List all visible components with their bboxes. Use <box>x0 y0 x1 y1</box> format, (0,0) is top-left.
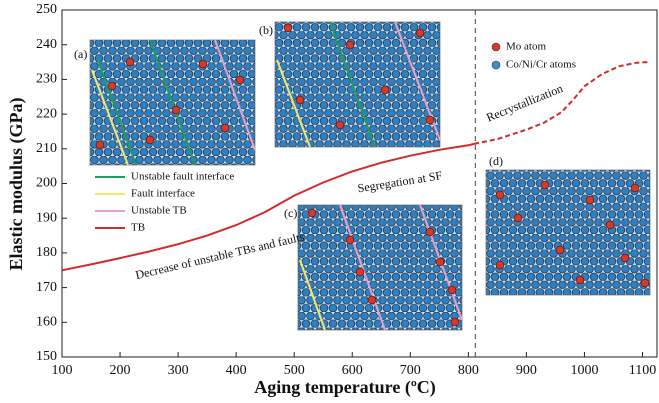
legend-label: TB <box>131 222 145 234</box>
inset-c: (c) <box>284 204 463 331</box>
x-axis-label: Aging temperature (ºC) <box>254 377 436 398</box>
legend-label: Unstable fault interface <box>131 171 234 183</box>
y-tick-label: 230 <box>36 72 57 87</box>
data-line <box>61 142 475 272</box>
x-tick-label: 500 <box>284 363 305 378</box>
x-tick-label: 100 <box>52 363 73 378</box>
inset-d: (d) <box>485 154 651 296</box>
panel-label: (a) <box>74 47 87 61</box>
legend-label: Fault interface <box>131 188 195 200</box>
x-tick-label: 700 <box>400 363 421 378</box>
x-tick-label: 200 <box>110 363 131 378</box>
y-tick-label: 220 <box>36 106 57 121</box>
data-line <box>473 61 649 145</box>
y-axis-label: Elastic modulus (GPa) <box>6 97 27 270</box>
inset-b: (b) <box>259 21 441 148</box>
y-tick-label: 150 <box>36 349 57 364</box>
legend-label: Unstable TB <box>131 205 187 217</box>
y-tick-label: 170 <box>36 280 57 295</box>
plot-area: 100 200 300 400 500 600 700 800 900 1000 1100 150 16… <box>36 2 658 378</box>
panel-label: (b) <box>259 23 273 37</box>
y-tick-label: 240 <box>36 37 57 52</box>
x-tick-label: 300 <box>168 363 189 378</box>
x-tick-label: 600 <box>342 363 363 378</box>
x-tick-label: 1000 <box>570 363 598 378</box>
y-tick-label: 200 <box>36 176 57 191</box>
y-tick-label: 210 <box>36 141 57 156</box>
legend-label: Mo atom <box>506 41 546 53</box>
y-tick-label: 180 <box>36 245 57 260</box>
x-tick-label: 800 <box>458 363 479 378</box>
legends: Unstable fault interface Fault interface U… <box>95 41 576 234</box>
x-tick-label: 1100 <box>629 363 656 378</box>
y-tick-label: 250 <box>36 2 57 17</box>
panel-label: (d) <box>489 154 503 168</box>
panel-label: (c) <box>284 206 297 220</box>
y-tick-label: 190 <box>36 210 57 225</box>
x-tick-label: 900 <box>516 363 537 378</box>
annotation: Segregation at SF <box>357 168 444 195</box>
legend-label: Co/Ni/Cr atoms <box>506 59 576 71</box>
legend-swatch <box>491 60 501 70</box>
legend-swatch <box>491 42 501 52</box>
annotation: Decrease of unstable TBs and faults <box>134 229 306 282</box>
inset-a: (a) <box>74 39 256 166</box>
x-tick-label: 400 <box>226 363 247 378</box>
y-tick-label: 160 <box>36 315 57 330</box>
